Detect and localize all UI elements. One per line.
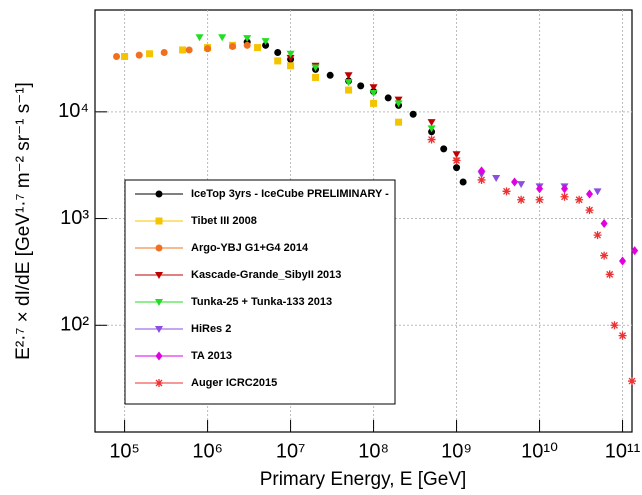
data-point <box>605 270 614 279</box>
data-point <box>585 206 594 215</box>
legend-label: Kascade-Grande_SibyII 2013 <box>191 269 341 281</box>
x-tick-label: 10⁹ <box>441 440 472 462</box>
data-point <box>575 195 584 204</box>
data-point <box>427 135 436 144</box>
data-point <box>459 178 467 186</box>
data-point <box>243 41 251 49</box>
legend-box <box>124 179 396 405</box>
data-point <box>274 48 282 56</box>
data-point <box>369 90 378 98</box>
y-tick-label: 10³ <box>60 207 89 229</box>
data-point <box>560 192 569 201</box>
data-point <box>113 53 121 61</box>
data-point <box>536 184 544 194</box>
data-point <box>492 174 501 182</box>
data-point <box>511 177 519 187</box>
data-point <box>218 34 227 42</box>
data-point <box>631 246 639 256</box>
data-point <box>229 42 237 50</box>
data-point <box>394 100 403 108</box>
data-point <box>619 256 627 266</box>
data-point <box>370 99 378 107</box>
plot-frame <box>94 9 633 433</box>
data-point <box>394 96 403 104</box>
data-point <box>121 53 129 61</box>
legend-marker <box>155 217 163 225</box>
legend-marker <box>155 379 163 387</box>
x-tick-label: 10⁵ <box>109 440 140 462</box>
data-point <box>452 151 461 159</box>
y-tick-label: 10⁴ <box>58 100 89 122</box>
data-point <box>478 166 486 176</box>
data-point <box>185 46 193 54</box>
data-point <box>345 86 353 94</box>
legend-label: HiRes 2 <box>191 323 231 335</box>
data-point <box>600 218 608 228</box>
data-point <box>146 50 154 58</box>
x-axis-label: Primary Energy, E [GeV] <box>260 469 467 490</box>
data-point <box>535 195 544 204</box>
data-point <box>452 156 461 165</box>
data-point <box>287 62 295 70</box>
data-point <box>427 125 436 133</box>
data-point <box>326 71 334 79</box>
data-point <box>440 145 448 153</box>
x-tick-label: 10¹¹ <box>605 440 641 462</box>
data-point <box>311 64 320 72</box>
data-point <box>610 321 619 330</box>
data-point <box>384 94 392 102</box>
data-point <box>369 84 378 92</box>
legend-marker <box>155 190 163 198</box>
legend-label: TA 2013 <box>191 350 232 362</box>
data-point <box>477 175 486 184</box>
data-point <box>502 187 511 196</box>
data-point <box>312 73 320 81</box>
data-point <box>261 38 270 46</box>
legend-label: IceTop 3yrs - IceCube PRELIMINARY - <box>191 188 389 200</box>
data-point <box>204 45 212 53</box>
legend-label: Tunka-25 + Tunka-133 2013 <box>191 296 332 308</box>
data-point <box>618 331 627 340</box>
data-point <box>286 50 295 58</box>
legend-marker <box>155 272 163 279</box>
data-point <box>409 110 417 118</box>
data-point <box>262 41 270 49</box>
data-point <box>344 72 353 80</box>
data-point <box>357 82 365 90</box>
data-point <box>600 251 609 260</box>
legend-label: Tibet III 2008 <box>191 215 257 227</box>
data-point <box>243 35 252 43</box>
y-tick-label: 10² <box>60 314 89 336</box>
data-point <box>135 51 143 59</box>
data-point <box>179 46 187 54</box>
data-point <box>517 181 526 189</box>
data-point <box>274 57 282 65</box>
data-point <box>344 79 353 87</box>
data-point <box>561 184 569 194</box>
legend-label: Auger ICRC2015 <box>191 377 277 389</box>
data-point <box>195 34 204 42</box>
legend-marker <box>155 299 163 306</box>
data-point <box>160 48 168 56</box>
x-tick-label: 10⁷ <box>276 440 305 462</box>
y-axis-label: E²·⁷ × dI/dE [GeV¹·⁷ m⁻² sr⁻¹ s⁻¹] <box>13 82 34 360</box>
legend-marker <box>155 351 163 361</box>
data-point <box>517 195 526 204</box>
x-tick-label: 10⁶ <box>192 440 222 462</box>
x-tick-label: 10⁸ <box>358 440 389 462</box>
legend-marker <box>155 326 163 333</box>
data-point <box>593 188 602 196</box>
data-point <box>593 231 602 240</box>
legend-marker <box>155 244 163 252</box>
x-tick-label: 10¹⁰ <box>521 440 558 462</box>
data-point <box>628 377 636 386</box>
data-point <box>395 118 403 126</box>
data-point <box>427 119 436 127</box>
legend-label: Argo-YBJ G1+G4 2014 <box>191 242 309 254</box>
data-point <box>286 54 295 62</box>
data-point <box>586 189 594 199</box>
data-point <box>254 44 262 52</box>
data-point <box>453 164 461 172</box>
